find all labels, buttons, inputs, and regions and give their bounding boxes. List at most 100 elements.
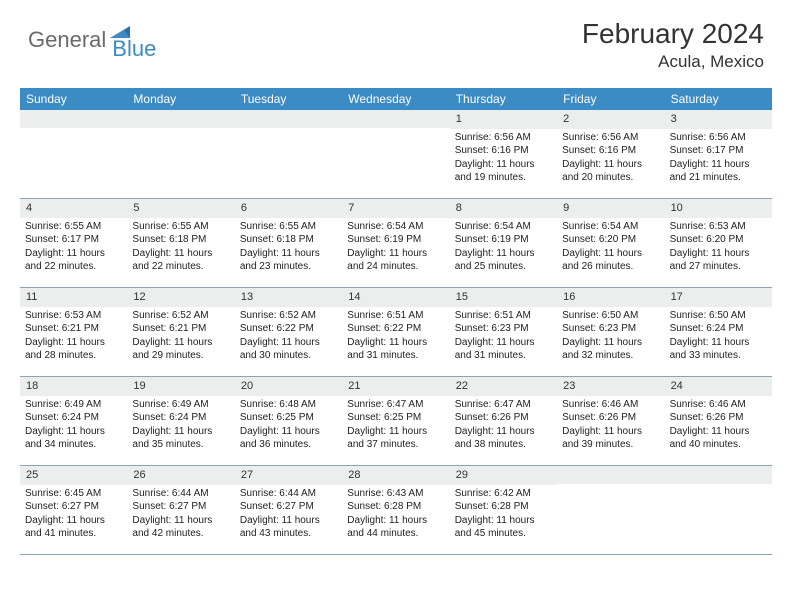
- calendar: Sunday Monday Tuesday Wednesday Thursday…: [20, 88, 772, 555]
- day-cell: 28Sunrise: 6:43 AMSunset: 6:28 PMDayligh…: [342, 466, 449, 554]
- day-content: Sunrise: 6:49 AMSunset: 6:24 PMDaylight:…: [127, 396, 234, 456]
- daylight-text: Daylight: 11 hours and 39 minutes.: [562, 425, 659, 452]
- daylight-text: Daylight: 11 hours and 26 minutes.: [562, 247, 659, 274]
- day-content: Sunrise: 6:42 AMSunset: 6:28 PMDaylight:…: [450, 485, 557, 545]
- day-cell: 5Sunrise: 6:55 AMSunset: 6:18 PMDaylight…: [127, 199, 234, 287]
- day-content: Sunrise: 6:53 AMSunset: 6:20 PMDaylight:…: [665, 218, 772, 278]
- day-content: Sunrise: 6:46 AMSunset: 6:26 PMDaylight:…: [665, 396, 772, 456]
- sunset-text: Sunset: 6:26 PM: [670, 411, 767, 425]
- day-number: [127, 110, 234, 128]
- day-number: 27: [235, 466, 342, 485]
- sunset-text: Sunset: 6:25 PM: [240, 411, 337, 425]
- day-cell: 6Sunrise: 6:55 AMSunset: 6:18 PMDaylight…: [235, 199, 342, 287]
- day-content: Sunrise: 6:52 AMSunset: 6:22 PMDaylight:…: [235, 307, 342, 367]
- daylight-text: Daylight: 11 hours and 40 minutes.: [670, 425, 767, 452]
- day-cell: 13Sunrise: 6:52 AMSunset: 6:22 PMDayligh…: [235, 288, 342, 376]
- week-row: 18Sunrise: 6:49 AMSunset: 6:24 PMDayligh…: [20, 377, 772, 466]
- day-content: Sunrise: 6:49 AMSunset: 6:24 PMDaylight:…: [20, 396, 127, 456]
- daylight-text: Daylight: 11 hours and 45 minutes.: [455, 514, 552, 541]
- day-number: 17: [665, 288, 772, 307]
- sunrise-text: Sunrise: 6:54 AM: [347, 220, 444, 234]
- day-number: 8: [450, 199, 557, 218]
- day-number: 28: [342, 466, 449, 485]
- day-number: 24: [665, 377, 772, 396]
- day-cell: 29Sunrise: 6:42 AMSunset: 6:28 PMDayligh…: [450, 466, 557, 554]
- day-number: 22: [450, 377, 557, 396]
- day-number: 18: [20, 377, 127, 396]
- day-content: Sunrise: 6:55 AMSunset: 6:17 PMDaylight:…: [20, 218, 127, 278]
- daylight-text: Daylight: 11 hours and 32 minutes.: [562, 336, 659, 363]
- day-cell: 11Sunrise: 6:53 AMSunset: 6:21 PMDayligh…: [20, 288, 127, 376]
- day-cell: [342, 110, 449, 198]
- day-number: 4: [20, 199, 127, 218]
- location: Acula, Mexico: [582, 52, 764, 72]
- day-content: Sunrise: 6:50 AMSunset: 6:24 PMDaylight:…: [665, 307, 772, 367]
- sunrise-text: Sunrise: 6:49 AM: [25, 398, 122, 412]
- sunset-text: Sunset: 6:17 PM: [25, 233, 122, 247]
- sunrise-text: Sunrise: 6:50 AM: [562, 309, 659, 323]
- sunset-text: Sunset: 6:19 PM: [347, 233, 444, 247]
- day-number: 5: [127, 199, 234, 218]
- daylight-text: Daylight: 11 hours and 41 minutes.: [25, 514, 122, 541]
- day-content: Sunrise: 6:50 AMSunset: 6:23 PMDaylight:…: [557, 307, 664, 367]
- sunset-text: Sunset: 6:16 PM: [562, 144, 659, 158]
- sunset-text: Sunset: 6:20 PM: [670, 233, 767, 247]
- sunset-text: Sunset: 6:28 PM: [347, 500, 444, 514]
- daylight-text: Daylight: 11 hours and 19 minutes.: [455, 158, 552, 185]
- sunrise-text: Sunrise: 6:44 AM: [240, 487, 337, 501]
- weekday-monday: Monday: [127, 88, 234, 110]
- day-cell: 7Sunrise: 6:54 AMSunset: 6:19 PMDaylight…: [342, 199, 449, 287]
- sunrise-text: Sunrise: 6:48 AM: [240, 398, 337, 412]
- daylight-text: Daylight: 11 hours and 34 minutes.: [25, 425, 122, 452]
- sunrise-text: Sunrise: 6:55 AM: [132, 220, 229, 234]
- sunset-text: Sunset: 6:26 PM: [562, 411, 659, 425]
- day-number: 1: [450, 110, 557, 129]
- sunrise-text: Sunrise: 6:51 AM: [347, 309, 444, 323]
- daylight-text: Daylight: 11 hours and 22 minutes.: [132, 247, 229, 274]
- day-cell: 24Sunrise: 6:46 AMSunset: 6:26 PMDayligh…: [665, 377, 772, 465]
- day-content: Sunrise: 6:48 AMSunset: 6:25 PMDaylight:…: [235, 396, 342, 456]
- weeks-container: 1Sunrise: 6:56 AMSunset: 6:16 PMDaylight…: [20, 110, 772, 555]
- day-cell: [665, 466, 772, 554]
- week-row: 1Sunrise: 6:56 AMSunset: 6:16 PMDaylight…: [20, 110, 772, 199]
- sunrise-text: Sunrise: 6:46 AM: [670, 398, 767, 412]
- day-cell: [557, 466, 664, 554]
- logo: General Blue: [28, 18, 156, 62]
- weekday-saturday: Saturday: [665, 88, 772, 110]
- daylight-text: Daylight: 11 hours and 37 minutes.: [347, 425, 444, 452]
- daylight-text: Daylight: 11 hours and 21 minutes.: [670, 158, 767, 185]
- day-number: 14: [342, 288, 449, 307]
- daylight-text: Daylight: 11 hours and 25 minutes.: [455, 247, 552, 274]
- day-content: Sunrise: 6:44 AMSunset: 6:27 PMDaylight:…: [127, 485, 234, 545]
- daylight-text: Daylight: 11 hours and 44 minutes.: [347, 514, 444, 541]
- daylight-text: Daylight: 11 hours and 20 minutes.: [562, 158, 659, 185]
- day-number: 20: [235, 377, 342, 396]
- day-cell: 8Sunrise: 6:54 AMSunset: 6:19 PMDaylight…: [450, 199, 557, 287]
- day-number: 9: [557, 199, 664, 218]
- day-number: 15: [450, 288, 557, 307]
- daylight-text: Daylight: 11 hours and 22 minutes.: [25, 247, 122, 274]
- day-content: Sunrise: 6:47 AMSunset: 6:25 PMDaylight:…: [342, 396, 449, 456]
- day-cell: 2Sunrise: 6:56 AMSunset: 6:16 PMDaylight…: [557, 110, 664, 198]
- sunset-text: Sunset: 6:23 PM: [562, 322, 659, 336]
- day-content: Sunrise: 6:52 AMSunset: 6:21 PMDaylight:…: [127, 307, 234, 367]
- daylight-text: Daylight: 11 hours and 29 minutes.: [132, 336, 229, 363]
- sunset-text: Sunset: 6:24 PM: [670, 322, 767, 336]
- day-cell: 16Sunrise: 6:50 AMSunset: 6:23 PMDayligh…: [557, 288, 664, 376]
- sunset-text: Sunset: 6:22 PM: [347, 322, 444, 336]
- sunset-text: Sunset: 6:17 PM: [670, 144, 767, 158]
- day-number: 21: [342, 377, 449, 396]
- day-content: Sunrise: 6:51 AMSunset: 6:23 PMDaylight:…: [450, 307, 557, 367]
- day-content: Sunrise: 6:51 AMSunset: 6:22 PMDaylight:…: [342, 307, 449, 367]
- day-content: Sunrise: 6:44 AMSunset: 6:27 PMDaylight:…: [235, 485, 342, 545]
- sunrise-text: Sunrise: 6:56 AM: [562, 131, 659, 145]
- day-cell: 15Sunrise: 6:51 AMSunset: 6:23 PMDayligh…: [450, 288, 557, 376]
- sunset-text: Sunset: 6:27 PM: [132, 500, 229, 514]
- daylight-text: Daylight: 11 hours and 24 minutes.: [347, 247, 444, 274]
- sunset-text: Sunset: 6:22 PM: [240, 322, 337, 336]
- day-content: Sunrise: 6:56 AMSunset: 6:17 PMDaylight:…: [665, 129, 772, 189]
- daylight-text: Daylight: 11 hours and 30 minutes.: [240, 336, 337, 363]
- daylight-text: Daylight: 11 hours and 27 minutes.: [670, 247, 767, 274]
- day-content: Sunrise: 6:56 AMSunset: 6:16 PMDaylight:…: [450, 129, 557, 189]
- sunrise-text: Sunrise: 6:51 AM: [455, 309, 552, 323]
